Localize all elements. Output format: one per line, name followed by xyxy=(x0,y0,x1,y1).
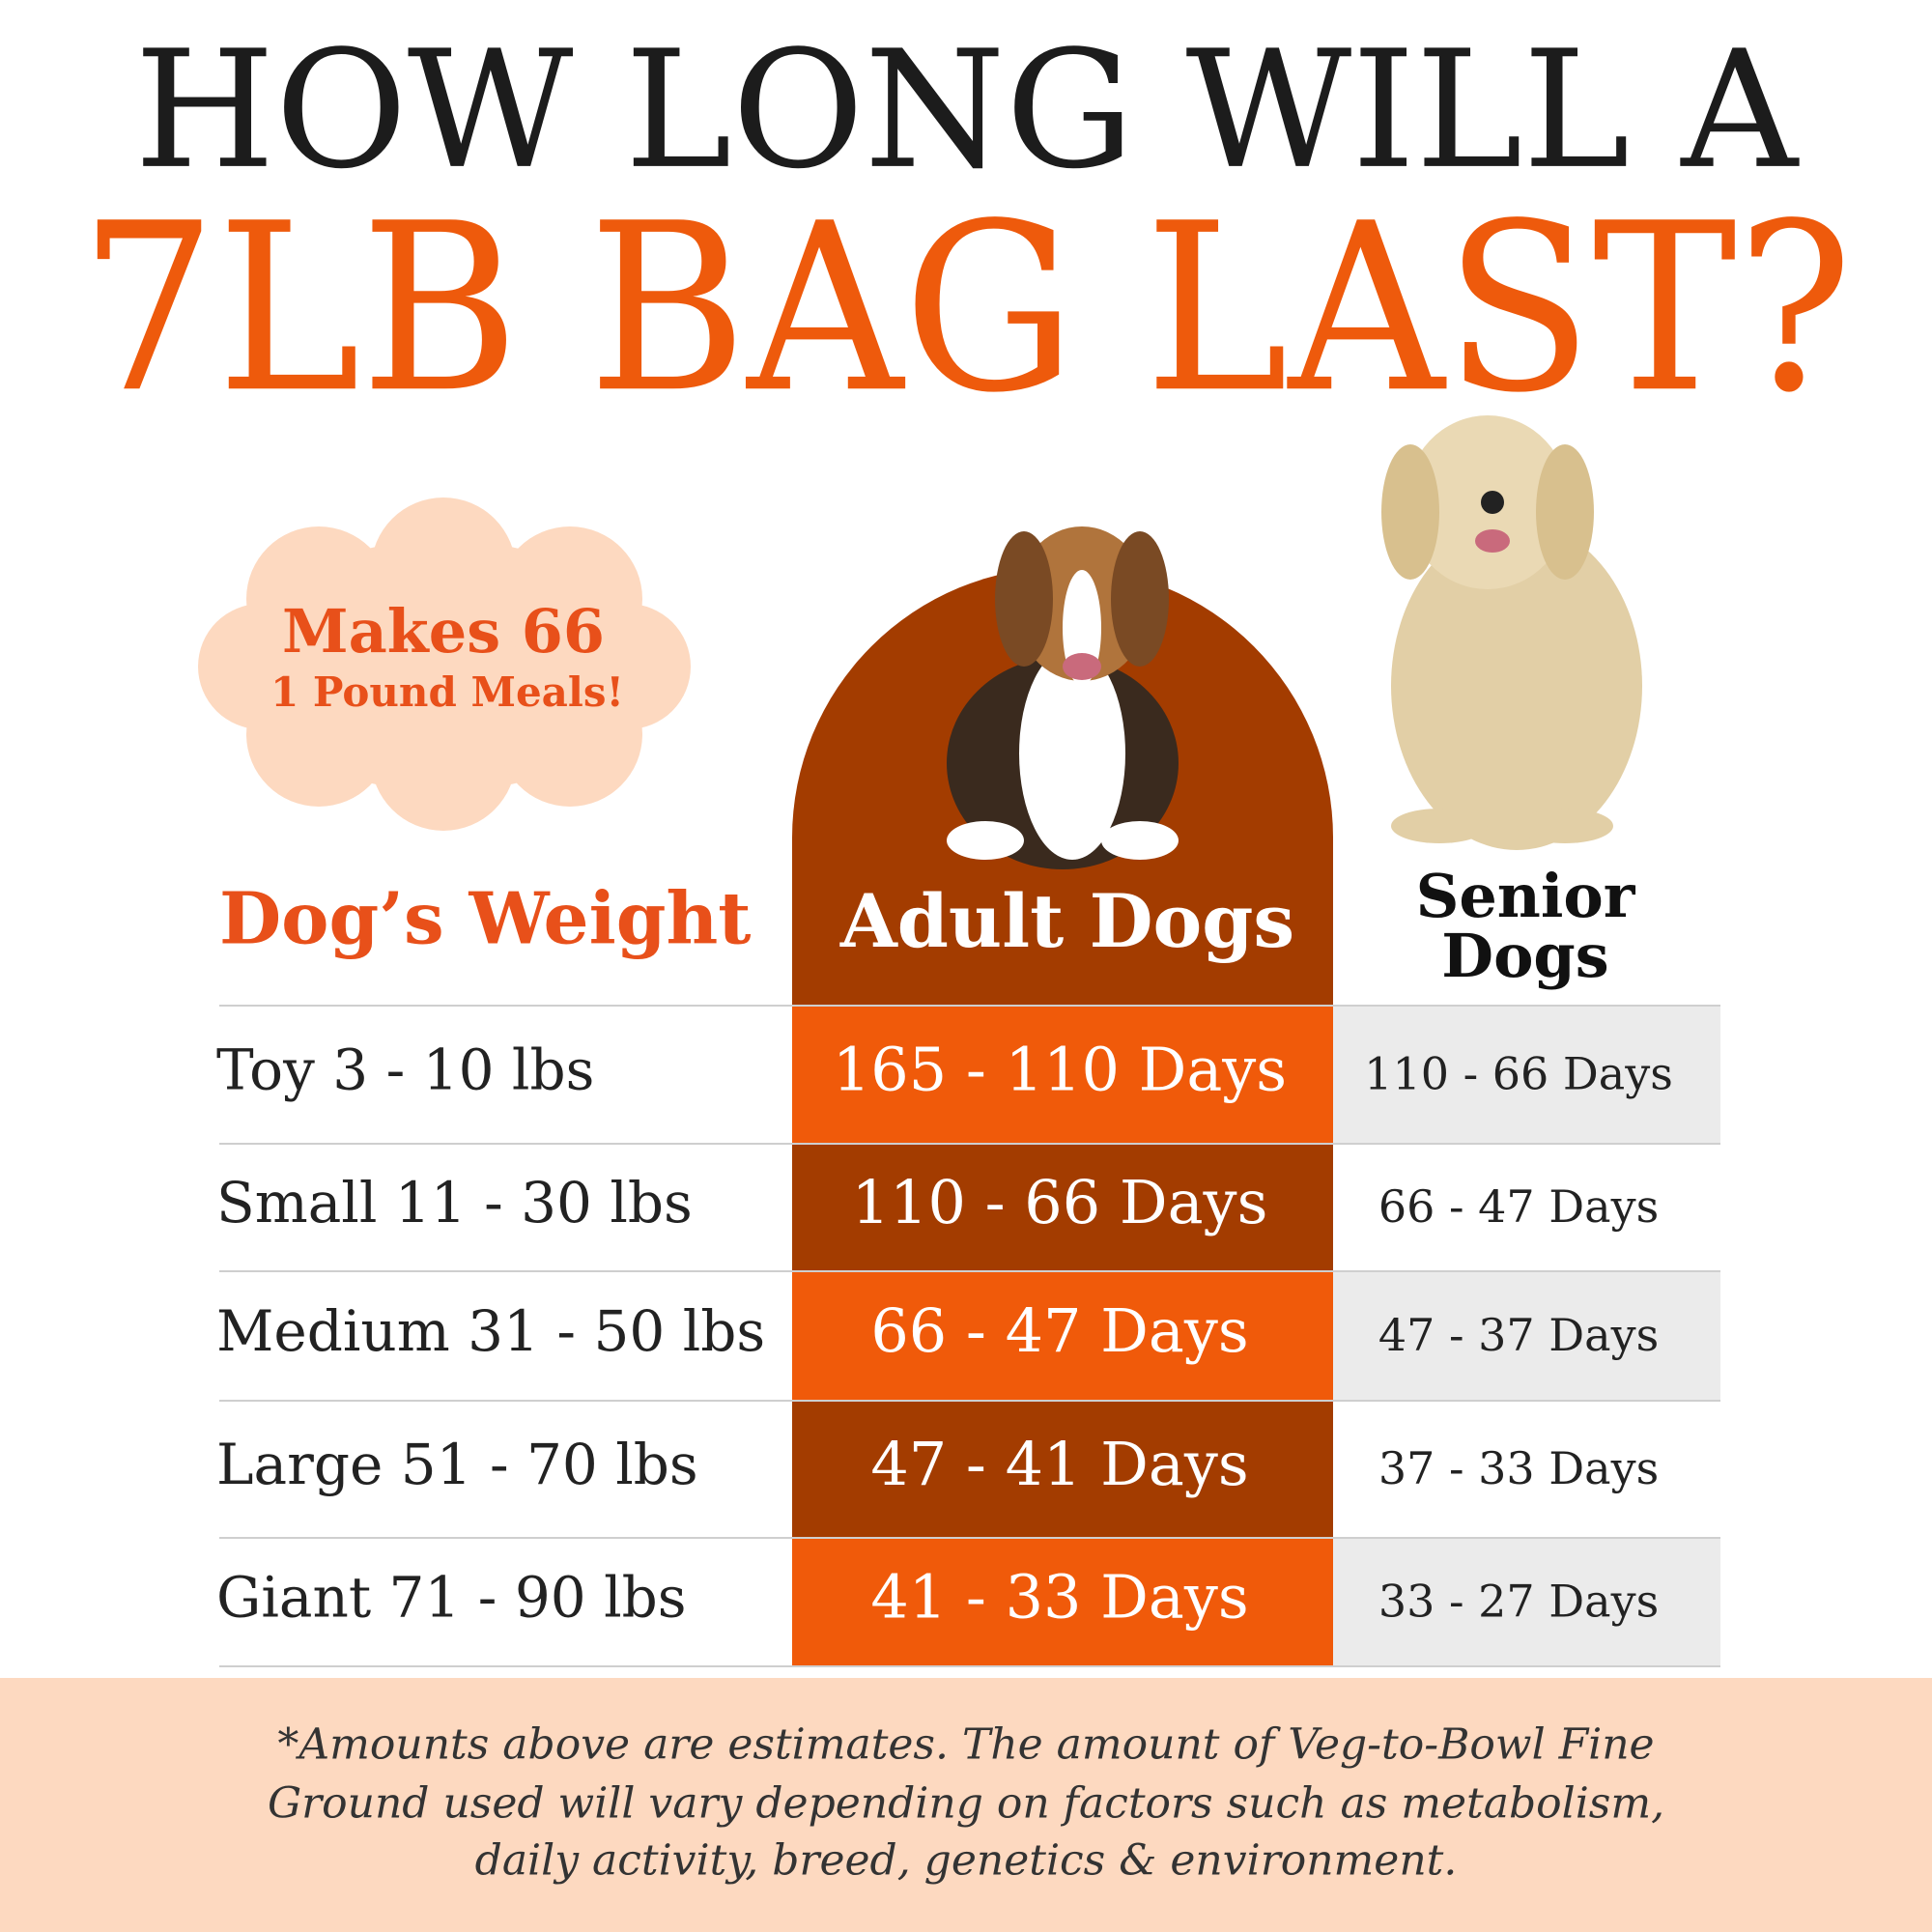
weight-cell: Large 51 - 70 lbs xyxy=(216,1432,698,1497)
weight-cell: Small 11 - 30 lbs xyxy=(216,1170,693,1236)
footnote-line: *Amounts above are estimates. The amount… xyxy=(277,1720,1654,1770)
adult-cell-bg xyxy=(792,1401,1333,1538)
senior-cell: 37 - 33 Days xyxy=(1378,1442,1659,1494)
adult-cell: 165 - 110 Days xyxy=(833,1035,1287,1105)
footnote-line: daily activity, breed, genetics & enviro… xyxy=(475,1836,1458,1886)
weight-cell: Toy 3 - 10 lbs xyxy=(216,1037,594,1103)
senior-cell: 47 - 37 Days xyxy=(1378,1309,1659,1361)
senior-dog-illustration xyxy=(1381,415,1642,850)
badge-line-1: Makes 66 xyxy=(282,596,605,667)
adult-cell: 66 - 47 Days xyxy=(870,1295,1248,1366)
adult-cell-bg xyxy=(792,1538,1333,1666)
adult-cell: 47 - 41 Days xyxy=(870,1429,1248,1499)
weight-cell: Medium 31 - 50 lbs xyxy=(216,1298,765,1364)
adult-cell: 41 - 33 Days xyxy=(870,1562,1248,1633)
senior-cell: 66 - 47 Days xyxy=(1378,1180,1659,1233)
title-line-2: 7LB BAG LAST? xyxy=(79,173,1853,443)
footnote: *Amounts above are estimates. The amount… xyxy=(268,1720,1664,1886)
senior-header: Dogs xyxy=(1441,921,1608,991)
senior-cell-bg xyxy=(1333,1401,1720,1538)
title-line-1: HOW LONG WILL A xyxy=(134,15,1800,205)
badge-blob xyxy=(198,497,691,831)
senior-cell-bg xyxy=(1333,1006,1720,1144)
senior-cell: 110 - 66 Days xyxy=(1364,1048,1673,1100)
adult-cell-bg xyxy=(792,1006,1333,1144)
senior-cell-bg xyxy=(1333,1538,1720,1666)
senior-cell: 33 - 27 Days xyxy=(1378,1576,1659,1628)
adult-cell-bg xyxy=(792,1271,1333,1401)
adult-header: Adult Dogs xyxy=(839,878,1294,964)
senior-cell-bg xyxy=(1333,1144,1720,1271)
senior-cell-bg xyxy=(1333,1271,1720,1401)
weight-header: Dog’s Weight xyxy=(219,878,751,961)
badge-line-2: 1 Pound Meals! xyxy=(270,668,624,716)
adult-dog-illustration xyxy=(947,526,1179,869)
footer-band xyxy=(0,1678,1932,1932)
adult-cell: 110 - 66 Days xyxy=(852,1167,1268,1237)
weight-cell: Giant 71 - 90 lbs xyxy=(216,1565,687,1631)
senior-header: Senior xyxy=(1416,861,1636,931)
table-body: Toy 3 - 10 lbs 165 - 110 Days 110 - 66 Day… xyxy=(216,1005,1720,1667)
adult-cell-bg xyxy=(792,1144,1333,1271)
footnote-line: Ground used will vary depending on facto… xyxy=(268,1779,1664,1829)
